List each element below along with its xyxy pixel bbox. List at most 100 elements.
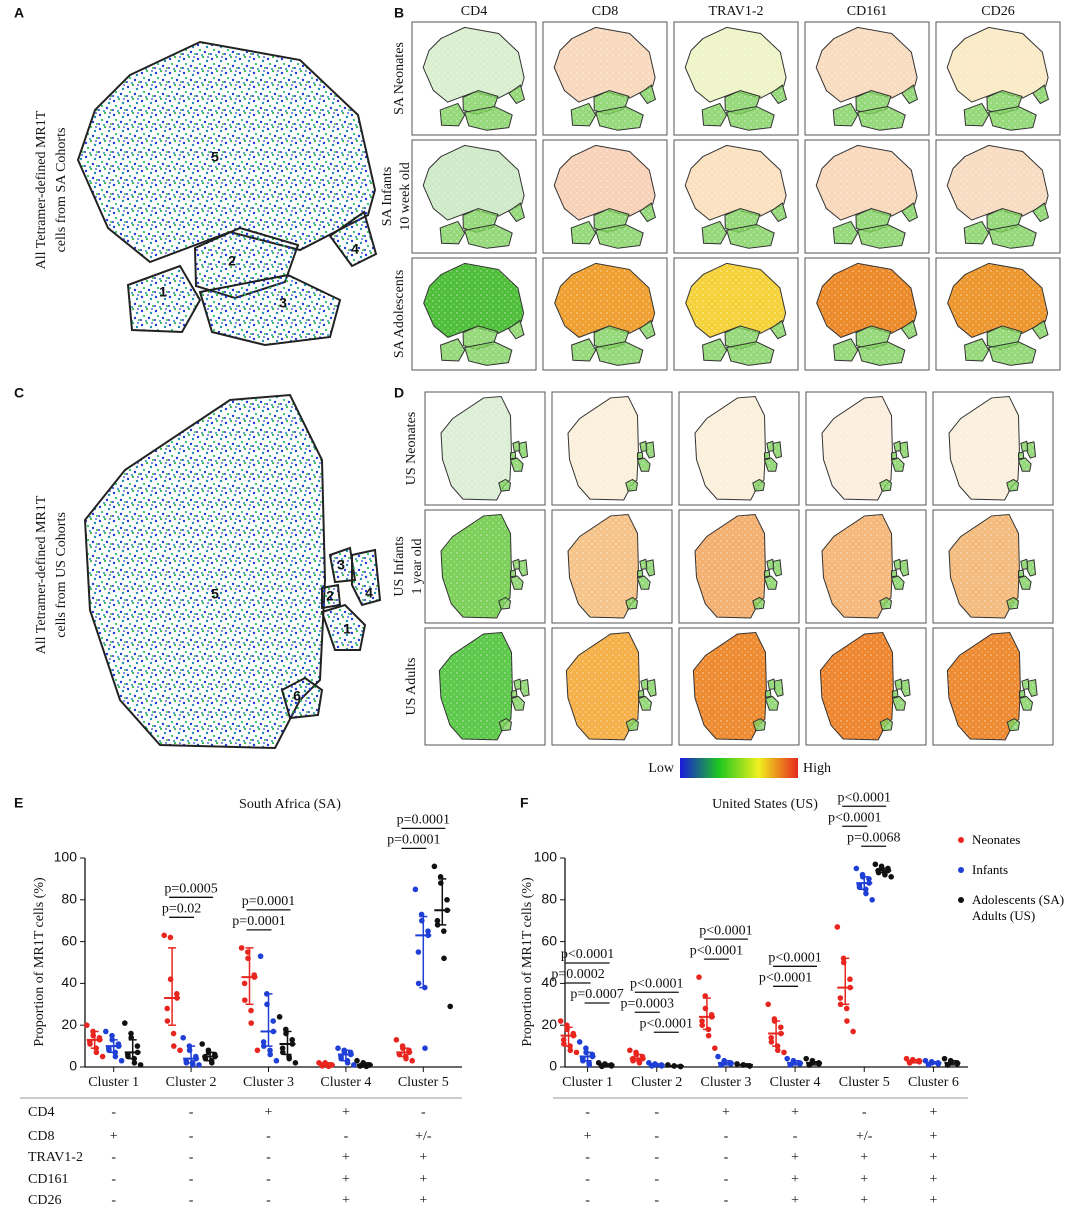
gate bbox=[76, 40, 377, 264]
marker-row-label: CD161 bbox=[28, 1172, 68, 1187]
marker-sign: - bbox=[266, 1150, 271, 1165]
heatmap-texture bbox=[988, 106, 1037, 131]
panel-label: E bbox=[14, 795, 23, 811]
marker-row-label: TRAV1-2 bbox=[28, 1150, 83, 1165]
data-point bbox=[99, 1053, 106, 1060]
heatmap-texture bbox=[637, 695, 653, 711]
marker-sign: - bbox=[724, 1150, 729, 1165]
data-point bbox=[131, 1060, 138, 1066]
data-point bbox=[765, 1001, 771, 1008]
heatmap-texture bbox=[1032, 84, 1050, 105]
heatmap-texture bbox=[821, 395, 893, 501]
heatmap-texture bbox=[1017, 575, 1032, 590]
panel-label: D bbox=[394, 385, 404, 401]
y-tick-label: 60 bbox=[61, 932, 77, 948]
data-point bbox=[872, 861, 879, 868]
y-tick-label: 80 bbox=[541, 891, 557, 907]
heatmap-texture bbox=[763, 575, 778, 590]
data-point bbox=[431, 863, 438, 870]
heatmap-texture bbox=[570, 338, 597, 362]
data-point bbox=[248, 1020, 254, 1026]
heatmap-texture bbox=[509, 457, 524, 472]
heatmap-texture bbox=[891, 569, 898, 578]
data-point bbox=[164, 1005, 170, 1012]
y-tick-label: 0 bbox=[69, 1058, 77, 1074]
heatmap-texture bbox=[439, 102, 466, 127]
data-point bbox=[238, 945, 245, 951]
marker-sign: - bbox=[862, 1105, 867, 1120]
data-point bbox=[850, 1028, 856, 1035]
heatmap-texture bbox=[498, 596, 512, 610]
heatmap-texture bbox=[752, 478, 766, 492]
heatmap-texture bbox=[764, 689, 772, 698]
heatmap-texture bbox=[857, 106, 906, 131]
heatmap-texture bbox=[1006, 596, 1020, 610]
legend-swatch bbox=[958, 837, 964, 843]
data-point bbox=[174, 991, 180, 997]
row-label: SA Adolescents bbox=[392, 270, 407, 358]
data-point bbox=[128, 1030, 134, 1037]
heatmap-texture bbox=[772, 441, 783, 459]
marker-sign: + bbox=[929, 1105, 937, 1120]
data-point bbox=[93, 1049, 100, 1056]
data-point bbox=[777, 1024, 784, 1031]
data-point bbox=[768, 1034, 774, 1041]
heatmap-texture bbox=[701, 102, 728, 127]
heatmap-texture bbox=[684, 26, 787, 103]
data-point bbox=[289, 1037, 296, 1043]
marker-sign: + bbox=[791, 1105, 799, 1120]
row-label: 10 week old bbox=[398, 162, 413, 230]
y-axis-label: Proportion of MR1T cells (%) bbox=[520, 877, 535, 1047]
row-label: US Infants bbox=[392, 536, 407, 596]
heatmap-texture bbox=[774, 679, 784, 697]
data-point bbox=[837, 1001, 844, 1008]
marker-sign: - bbox=[421, 1105, 426, 1120]
data-point bbox=[248, 1007, 254, 1014]
data-point bbox=[241, 980, 248, 987]
heatmap-texture bbox=[510, 451, 517, 460]
heatmap-texture bbox=[821, 513, 893, 619]
p-value: p=0.0003 bbox=[621, 996, 674, 1011]
marker-sign: - bbox=[585, 1150, 590, 1165]
heatmap-texture bbox=[701, 338, 728, 362]
heatmap-texture bbox=[625, 478, 639, 492]
data-point bbox=[415, 980, 422, 987]
marker-row-label: CD8 bbox=[28, 1129, 54, 1144]
heatmap-texture bbox=[1018, 569, 1025, 578]
heatmap-texture bbox=[726, 341, 775, 366]
legend-label: Infants bbox=[972, 862, 1009, 877]
heatmap-texture bbox=[899, 559, 910, 577]
heatmap-texture bbox=[1026, 559, 1037, 577]
data-point bbox=[576, 1039, 583, 1045]
gate bbox=[351, 548, 382, 607]
marker-sign: + bbox=[584, 1129, 592, 1144]
heatmap-texture bbox=[636, 575, 651, 590]
cluster-label: 4 bbox=[365, 585, 373, 601]
marker-sign: + bbox=[929, 1172, 937, 1187]
marker-sign: + bbox=[342, 1150, 350, 1165]
data-point bbox=[354, 1057, 360, 1064]
marker-sign: + bbox=[419, 1172, 427, 1187]
marker-sign: - bbox=[111, 1193, 116, 1208]
heatmap-texture bbox=[819, 631, 894, 741]
x-tick-label: Cluster 2 bbox=[166, 1075, 217, 1090]
data-point bbox=[847, 976, 853, 983]
column-header: CD4 bbox=[461, 4, 487, 19]
heatmap-texture bbox=[891, 451, 898, 460]
data-point bbox=[279, 1045, 286, 1051]
marker-sign: - bbox=[585, 1105, 590, 1120]
heatmap-texture bbox=[901, 679, 911, 697]
x-tick-label: Cluster 1 bbox=[562, 1075, 613, 1090]
y-tick-label: 60 bbox=[541, 932, 557, 948]
row-label: US Adults bbox=[404, 658, 419, 716]
data-point bbox=[103, 1028, 109, 1035]
data-point bbox=[415, 949, 422, 955]
heatmap-texture bbox=[637, 451, 644, 460]
heatmap-texture bbox=[772, 559, 783, 577]
data-point bbox=[183, 1060, 190, 1066]
legend-swatch bbox=[958, 897, 964, 903]
marker-sign: + bbox=[929, 1193, 937, 1208]
data-point bbox=[869, 897, 875, 903]
heatmap-texture bbox=[507, 319, 525, 340]
data-point bbox=[351, 1062, 357, 1068]
